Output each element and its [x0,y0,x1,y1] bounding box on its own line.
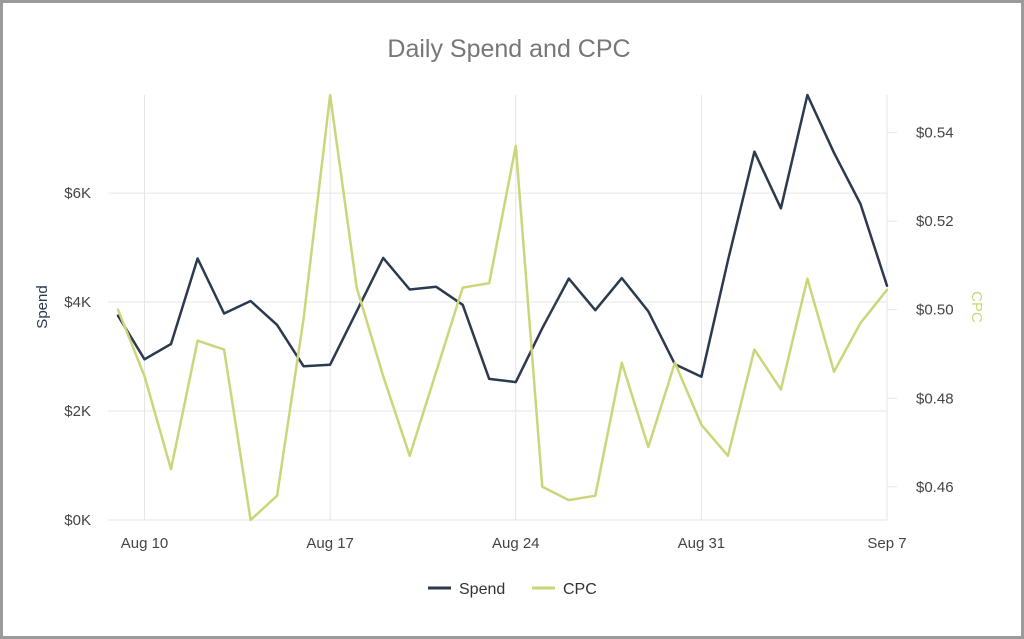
right-tick-label-3: $0.52 [916,213,954,230]
legend-label-spend: Spend [459,581,505,598]
left-axis-ticks: $0K $2K $4K $6K [64,185,91,529]
right-tick-label-2: $0.50 [916,302,954,319]
x-tick-label-4: Sep 7 [867,535,906,552]
left-tick-label-3: $6K [64,185,91,202]
x-tick-label-1: Aug 17 [306,535,354,552]
x-axis-ticks: Aug 10 Aug 17 Aug 24 Aug 31 Sep 7 [121,535,907,552]
left-tick-label-2: $4K [64,294,91,311]
series-layer [116,93,889,522]
left-tick-label-1: $2K [64,403,91,420]
left-axis-label: Spend [34,285,51,328]
x-tick-label-0: Aug 10 [121,535,169,552]
chart-title: Daily Spend and CPC [387,35,630,63]
right-tick-label-4: $0.54 [916,125,954,142]
x-tick-label-2: Aug 24 [492,535,540,552]
grid-layer [108,95,897,521]
legend-label-cpc: CPC [563,581,597,598]
right-tick-label-1: $0.48 [916,390,954,407]
right-tick-label-0: $0.46 [916,479,954,496]
right-axis-label: CPC [968,291,985,323]
x-tick-label-3: Aug 31 [678,535,726,552]
right-axis-ticks: $0.46 $0.48 $0.50 $0.52 $0.54 [916,125,954,496]
series-line-spend[interactable] [116,93,889,384]
series-line-cpc[interactable] [116,93,889,522]
left-tick-label-0: $0K [64,512,91,529]
legend-item-spend[interactable]: Spend [428,581,505,598]
legend: Spend CPC [428,581,597,598]
legend-item-cpc[interactable]: CPC [532,581,597,598]
